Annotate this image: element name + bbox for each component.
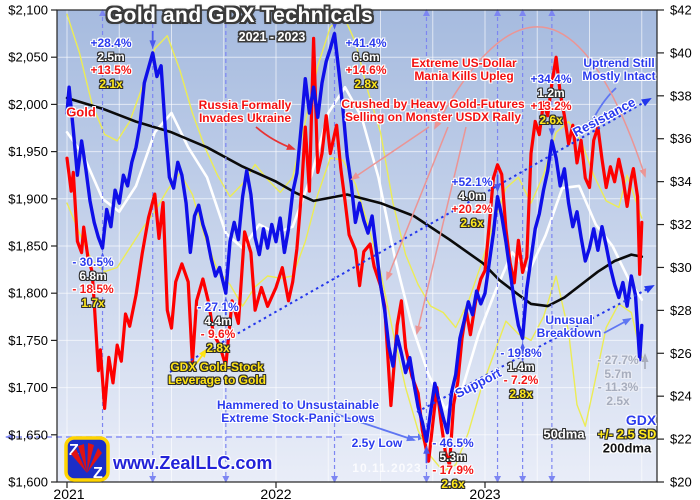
callout-arrows: [195, 26, 649, 442]
trendline-support: [416, 285, 655, 413]
right-axis-label: $34: [670, 174, 692, 189]
series-gold: [65, 36, 644, 467]
extreme-marker-arrows: [99, 11, 556, 464]
left-axis-label: $1,850: [8, 239, 48, 254]
left-axis-label: $1,700: [8, 380, 48, 395]
series-gdx-200dma: [65, 96, 644, 308]
series-gdx-2-5sd: [66, 157, 643, 472]
right-axis-label: $36: [670, 131, 692, 146]
website-link[interactable]: www.ZealLLC.com: [113, 453, 273, 473]
x-axis-label: 2021: [53, 486, 84, 500]
left-axis-label: $1,750: [8, 333, 48, 348]
left-axis-label: $1,800: [8, 286, 48, 301]
right-axis-label: $24: [670, 389, 692, 404]
right-axis-label: $26: [670, 346, 692, 361]
right-axis-label: $42: [670, 3, 692, 18]
trendline-resistance: [169, 98, 652, 373]
series-gdx: [65, 31, 644, 443]
left-axis-label: $1,950: [8, 144, 48, 159]
left-axis-label: $2,100: [8, 3, 48, 18]
right-axis-label: $30: [670, 260, 692, 275]
axis-labels: $2,100 $2,050 $2,000 $1,950 $1,900 $1,850 $1,8…: [8, 3, 691, 500]
right-axis-label: $38: [670, 88, 692, 103]
x-axis-label: 2022: [260, 486, 291, 500]
right-axis-label: $28: [670, 303, 692, 318]
right-axis-label: $20: [670, 475, 692, 490]
left-axis-label: $2,050: [8, 50, 48, 65]
left-axis-label: $1,650: [8, 427, 48, 442]
right-axis-label: $40: [670, 45, 692, 60]
right-axis-label: $32: [670, 217, 692, 232]
axis-ticks: [51, 9, 664, 488]
left-axis-label: $1,600: [8, 475, 48, 490]
left-axis-label: $2,000: [8, 97, 48, 112]
x-axis-label: 2023: [469, 486, 500, 500]
right-axis-label: $22: [670, 432, 692, 447]
left-axis-label: $1,900: [8, 191, 48, 206]
